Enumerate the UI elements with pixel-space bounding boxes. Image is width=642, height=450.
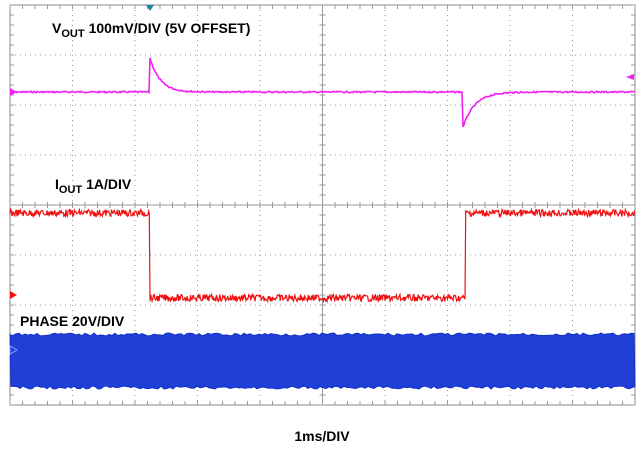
iout-scale: 1A/DIV <box>86 176 132 192</box>
vout-symbol: V <box>52 20 62 36</box>
vout-marker <box>10 88 17 96</box>
vout-label: VOUT 100mV/DIV (5V OFFSET) <box>52 20 250 40</box>
iout-symbol: I <box>55 176 59 192</box>
phase-label: PHASE 20V/DIV <box>20 313 125 329</box>
vout-scale: 100mV/DIV (5V OFFSET) <box>89 20 251 36</box>
iout-subscript: OUT <box>59 184 83 196</box>
trigger-marker <box>146 5 154 11</box>
iout-marker <box>10 291 17 299</box>
iout-trace <box>9 207 635 304</box>
time-scale-label: 1ms/DIV <box>294 428 350 444</box>
phase-marker <box>9 345 19 355</box>
iout-label: IOUT 1A/DIV <box>55 176 132 196</box>
vout-trace <box>9 57 636 128</box>
trigger-level-marker <box>626 74 634 80</box>
phase-trace <box>9 332 636 390</box>
vout-subscript: OUT <box>61 28 85 40</box>
